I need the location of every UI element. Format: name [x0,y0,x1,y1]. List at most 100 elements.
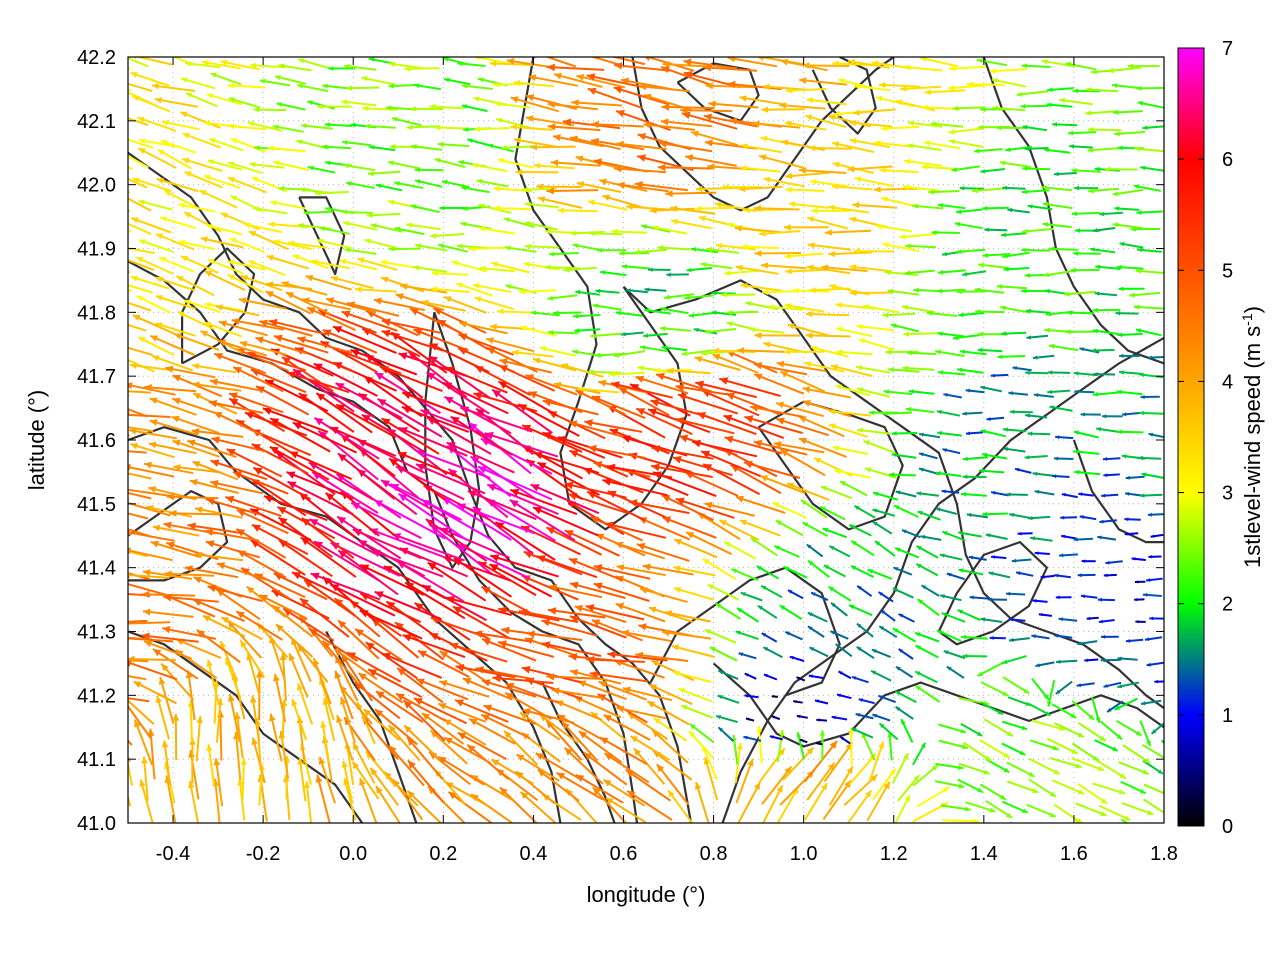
wind-arrow-head [522,708,531,716]
wind-arrow-head [906,406,912,412]
wind-arrow-head [640,345,646,350]
wind-arrow [421,712,465,745]
wind-arrow-shaft [142,610,194,618]
wind-arrow [239,639,266,679]
wind-arrow [459,320,508,335]
wind-arrow-head [459,320,467,328]
wind-arrow-head [982,511,988,517]
wind-arrow-head [472,283,480,289]
wind-arrow-head [673,565,681,572]
wind-arrow [249,161,285,169]
wind-arrow-head [749,327,756,333]
wind-arrow-head [1061,492,1066,497]
wind-arrow-shaft [430,233,465,238]
wind-arrow-head [304,781,311,789]
wind-arrow-head [584,419,593,427]
wind-arrow-shaft [199,189,238,209]
wind-arrow [978,468,1005,474]
wind-arrow [1080,412,1101,417]
wind-arrow [982,206,1009,211]
wind-arrow-head [249,161,256,168]
wind-arrow-shaft [311,259,351,270]
wind-arrow-shaft [183,299,221,314]
wind-arrow-shaft [313,362,378,397]
wind-arrow-head [376,183,382,189]
wind-arrow-shaft [1098,804,1131,822]
wind-arrow-head [296,139,303,145]
wind-arrow-shaft [303,579,356,617]
wind-arrow-shaft [904,159,943,167]
wind-arrow-head [1076,818,1083,823]
wind-arrow-head [763,674,768,678]
wind-arrow-head [1124,815,1131,821]
wind-arrow-shaft [685,531,733,556]
wind-arrow-shaft [455,665,516,679]
wind-arrow-head [1002,691,1009,696]
wind-arrow-head [471,162,478,169]
wind-arrow-head [906,350,912,356]
wind-arrow [760,584,783,599]
wind-arrow [1122,411,1142,417]
wind-arrow-head [496,117,503,123]
wind-arrow-head [1048,246,1055,252]
wind-arrow-head [448,468,458,478]
wind-arrow-head [380,259,388,266]
wind-arrow [690,247,719,254]
wind-arrow [690,130,739,147]
wind-arrow [452,605,510,640]
wind-arrow [397,451,463,480]
wind-arrow [306,306,356,332]
wind-arrow [672,456,733,477]
wind-arrow [819,730,825,761]
wind-arrow-head [946,572,952,577]
wind-arrow [532,506,599,537]
wind-arrow-head [533,451,543,460]
wind-arrow-shaft [236,549,287,579]
wind-arrow-shaft [180,111,221,129]
wind-arrow [187,522,245,535]
wind-arrow-head [1075,228,1080,233]
wind-arrow [217,339,267,357]
wind-arrow-shaft [262,407,329,433]
wind-arrow [320,720,331,764]
wind-arrow [319,226,350,235]
wind-arrow-head [389,458,398,467]
wind-arrow [900,718,914,743]
wind-arrow [503,730,539,766]
wind-arrow [787,323,831,337]
wind-arrow-shaft [128,413,171,418]
wind-arrow-head [664,610,673,617]
wind-arrow-shaft [634,182,688,192]
wind-arrow-shaft [219,709,223,761]
wind-arrow-head [921,164,928,170]
wind-arrow [387,160,420,170]
wind-arrow-shaft [359,592,422,624]
wind-arrow-shaft [750,405,804,418]
wind-arrow [694,356,741,371]
wind-arrow-shaft [695,186,739,191]
wind-arrow [560,363,604,378]
wind-arrow-head [481,586,491,594]
wind-arrow [1102,457,1121,461]
wind-arrow [898,648,914,660]
wind-arrow [400,283,448,294]
wind-arrow-shaft [661,494,714,522]
wind-arrow-head [319,226,326,232]
wind-arrow-head [796,732,802,738]
wind-arrow-shaft [207,659,220,703]
wind-arrow-shaft [441,496,512,541]
wind-arrow-head [984,227,989,232]
wind-arrow [977,262,1010,269]
wind-arrow-shaft [149,419,198,436]
wind-arrow-shaft [808,146,852,150]
wind-arrow [332,325,397,355]
wind-arrow [977,347,1003,353]
wind-arrow-shaft [136,295,171,314]
wind-arrow-shaft [701,744,718,781]
wind-arrow [787,589,804,600]
wind-arrow [901,304,935,314]
wind-arrow-head [289,451,299,459]
wind-arrow-head [1074,469,1080,475]
wind-arrow-head [132,314,141,321]
wind-arrow-shaft [701,389,760,417]
